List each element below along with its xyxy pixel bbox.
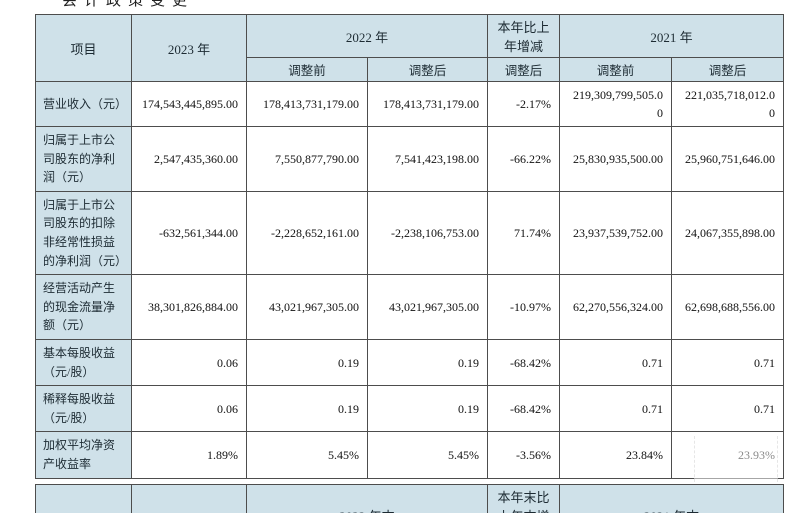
value-cell: 5.45%: [246, 431, 368, 479]
header-2021-end: 2021 年末: [559, 483, 785, 513]
value-cell: -66.22%: [487, 126, 561, 192]
value-cell: 23,937,539,752.00: [559, 190, 673, 276]
value-cell: -3.56%: [487, 431, 561, 479]
value-cell: 0.71: [671, 385, 785, 433]
header-row-1: 项目 2023 年 2022 年 本年比上年增减 2021 年: [35, 14, 785, 82]
value-cell: 71.74%: [487, 190, 561, 276]
value-cell: -68.42%: [487, 338, 561, 387]
row-label: 归属于上市公司股东的扣除非经常性损益的净利润（元）: [35, 190, 132, 276]
header-change-end: 本年末比上年末增减: [487, 483, 561, 513]
value-cell: -2.17%: [487, 81, 561, 127]
value-cell: -2,228,652,161.00: [246, 190, 368, 276]
row-label: 经营活动产生的现金流量净额（元）: [35, 274, 132, 340]
value-cell: 174,543,445,895.00: [131, 81, 247, 127]
subheader-2022-before: 调整前: [246, 57, 368, 82]
header-2023-end: 2023 年末: [131, 483, 247, 513]
value-cell: 24,067,355,898.00: [671, 190, 785, 276]
value-cell: 7,541,423,198.00: [366, 126, 489, 192]
value-cell: 2,547,435,360.00: [131, 126, 247, 192]
value-cell: 5.45%: [366, 431, 489, 479]
header-item: 项目: [35, 483, 132, 513]
header-2022: 2022 年: [245, 14, 489, 58]
header-item: 项目: [35, 14, 132, 82]
financial-summary: 项目 2023 年 2022 年 本年比上年增减 2021 年 调整前 调整后 …: [35, 14, 785, 513]
row-label: 归属于上市公司股东的净利润（元）: [35, 126, 132, 192]
table-row: 基本每股收益（元/股） 0.06 0.19 0.19 -68.42% 0.71 0.71: [35, 338, 785, 387]
value-cell: 7,550,877,790.00: [246, 126, 368, 192]
value-cell: 219,309,799,505.00: [559, 81, 673, 127]
row-label: 基本每股收益（元/股）: [35, 338, 132, 387]
value-cell: 0.19: [246, 385, 368, 433]
value-cell: 0.19: [366, 385, 489, 433]
row-label: 加权平均净资产收益率: [35, 431, 132, 479]
value-cell: 221,035,718,012.00: [671, 81, 785, 127]
value-cell: 178,413,731,179.00: [366, 81, 489, 127]
subheader-2022-after: 调整后: [366, 57, 489, 82]
value-cell: 0.71: [671, 338, 785, 387]
value-cell: 25,960,751,646.00: [671, 126, 785, 192]
value-cell: -68.42%: [487, 385, 561, 433]
table-row: 营业收入（元） 174,543,445,895.00 178,413,731,179…: [35, 81, 785, 127]
clipped-section-title: 会计政策变更: [62, 0, 195, 9]
value-cell: 0.71: [559, 385, 673, 433]
header-2023: 2023 年: [131, 14, 247, 82]
value-cell: 43,021,967,305.00: [366, 274, 489, 340]
value-cell: 1.89%: [131, 431, 247, 479]
watermark-overlay: [694, 436, 778, 482]
header-change: 本年比上年增减: [487, 14, 561, 58]
value-cell: 0.19: [246, 338, 368, 387]
value-cell: -10.97%: [487, 274, 561, 340]
header-row-1: 项目 2023 年末 2022 年末 本年末比上年末增减 2021 年末: [35, 483, 785, 513]
value-cell: 62,698,688,556.00: [671, 274, 785, 340]
value-cell: 0.06: [131, 385, 247, 433]
annual-table-header: 项目 2023 年 2022 年 本年比上年增减 2021 年 调整前 调整后 …: [35, 14, 785, 82]
header-2022-end: 2022 年末: [245, 483, 489, 513]
value-cell: 0.71: [559, 338, 673, 387]
header-row-2: 调整前 调整后 调整后 调整前 调整后: [36, 57, 785, 82]
value-cell: 178,413,731,179.00: [246, 81, 368, 127]
row-label: 稀释每股收益（元/股）: [35, 385, 132, 433]
value-cell: -632,561,344.00: [131, 190, 247, 276]
value-cell: 23.84%: [559, 431, 673, 479]
period-end-table: 项目 2023 年末 2022 年末 本年末比上年末增减 2021 年末 调整前…: [35, 483, 785, 513]
value-cell: 38,301,826,884.00: [131, 274, 247, 340]
annual-table-body: 营业收入（元） 174,543,445,895.00 178,413,731,179…: [35, 81, 785, 479]
annual-figures-table: 项目 2023 年 2022 年 本年比上年增减 2021 年 调整前 调整后 …: [35, 14, 785, 479]
table-row: 经营活动产生的现金流量净额（元） 38,301,826,884.00 43,021,…: [35, 274, 785, 340]
row-label: 营业收入（元）: [35, 81, 132, 127]
subheader-2021-after: 调整后: [671, 57, 785, 82]
table-row: 加权平均净资产收益率1.89%5.45%5.45%-3.56%23.84%23.…: [35, 431, 785, 479]
table-row: 归属于上市公司股东的净利润（元） 2,547,435,360.00 7,550,87…: [35, 126, 785, 192]
header-2021: 2021 年: [559, 14, 785, 58]
value-cell: 0.19: [366, 338, 489, 387]
value-cell: 25,830,935,500.00: [559, 126, 673, 192]
value-cell: -2,238,106,753.00: [366, 190, 489, 276]
period-end-table-header: 项目 2023 年末 2022 年末 本年末比上年末增减 2021 年末 调整前…: [35, 483, 785, 513]
table-row: 稀释每股收益（元/股） 0.06 0.19 0.19 -68.42% 0.71 0.71: [35, 385, 785, 433]
value-cell: 0.06: [131, 338, 247, 387]
subheader-change-after: 调整后: [487, 57, 561, 82]
table-row: 归属于上市公司股东的扣除非经常性损益的净利润（元） -632,561,344.00…: [35, 190, 785, 276]
subheader-2021-before: 调整前: [559, 57, 673, 82]
value-cell: 43,021,967,305.00: [246, 274, 368, 340]
value-cell: 62,270,556,324.00: [559, 274, 673, 340]
